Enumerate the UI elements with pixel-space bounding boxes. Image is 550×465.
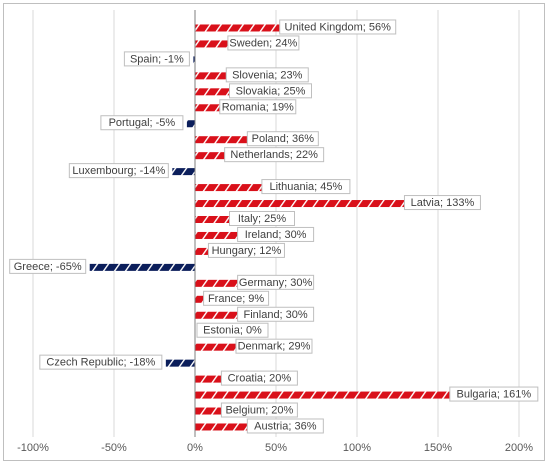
x-tick-label: 50% <box>265 442 287 454</box>
data-label-text: Estonia; 0% <box>203 325 262 337</box>
data-label-text: Sweden; 24% <box>229 37 297 49</box>
bar-luxembourg <box>172 168 195 176</box>
x-tick-label: 150% <box>424 442 452 454</box>
x-tick-label: 0% <box>187 442 203 454</box>
bars <box>89 24 456 431</box>
data-labels: United Kingdom; 56% Sweden; 24% Spain; -1%… <box>9 19 539 434</box>
data-label-text: Romania; 19% <box>222 101 294 113</box>
data-label-text: Bulgaria; 161% <box>457 389 532 401</box>
x-tick-label: 200% <box>505 442 533 454</box>
data-label: Bulgaria; 161% <box>449 386 539 402</box>
data-label-text: Czech Republic; -18% <box>46 357 155 369</box>
data-label-text: Finland; 30% <box>243 309 307 321</box>
data-label: Greece; -65% <box>9 258 87 274</box>
bar-belgium <box>195 407 228 415</box>
data-label-text: Lithuania; 45% <box>270 181 343 193</box>
bar-greece <box>89 263 195 271</box>
x-tick-label: -50% <box>101 442 127 454</box>
x-tick-label: 100% <box>343 442 371 454</box>
bar-lithuania <box>195 184 268 192</box>
data-label-text: Hungary; 12% <box>212 245 282 257</box>
data-label: Netherlands; 22% <box>224 147 325 163</box>
bar-denmark <box>195 343 242 351</box>
data-label-text: Italy; 25% <box>238 213 287 225</box>
data-label: Sweden; 24% <box>227 35 300 51</box>
data-label: Slovakia; 25% <box>229 83 312 99</box>
data-label: Latvia; 133% <box>403 195 481 211</box>
data-label: Denmark; 29% <box>235 338 313 354</box>
x-tick-label: -100% <box>17 442 49 454</box>
data-label-text: Austria; 36% <box>254 420 317 432</box>
data-label: Ireland; 30% <box>237 226 315 242</box>
bar-czech-republic <box>165 359 195 367</box>
bar-croatia <box>195 375 228 383</box>
bar-netherlands <box>195 152 231 160</box>
data-label: Austria; 36% <box>246 418 324 434</box>
data-label-text: Slovenia; 23% <box>232 69 303 81</box>
bar-poland <box>195 136 254 144</box>
data-label: Czech Republic; -18% <box>39 354 163 370</box>
data-label: Slovenia; 23% <box>225 67 309 83</box>
bar-finland <box>195 311 244 319</box>
x-axis-tick-labels: -100% -50% 0% 50% 100% 150% 200% <box>17 442 533 454</box>
bar-spain <box>193 56 195 64</box>
bar-united-kingdom <box>195 24 286 32</box>
data-label: France; 9% <box>203 290 270 306</box>
data-label-text: Luxembourg; -14% <box>72 165 165 177</box>
data-label: Estonia; 0% <box>196 322 269 338</box>
bar-bulgaria <box>195 391 456 399</box>
data-label-text: Netherlands; 22% <box>230 149 318 161</box>
data-label: Poland; 36% <box>246 131 319 147</box>
data-label-text: Ireland; 30% <box>245 229 307 241</box>
data-label: Spain; -1% <box>123 51 190 67</box>
data-label-text: Slovakia; 25% <box>236 85 306 97</box>
data-label-text: Greece; -65% <box>14 261 82 273</box>
data-label: Croatia; 20% <box>220 370 298 386</box>
chart-area: United Kingdom; 56% Sweden; 24% Spain; -1%… <box>3 3 545 461</box>
data-label: Germany; 30% <box>237 274 315 290</box>
data-label: Portugal; -5% <box>100 115 184 131</box>
data-label-text: Belgium; 20% <box>225 405 293 417</box>
bar-slovakia <box>195 88 236 96</box>
bar-austria <box>195 423 254 431</box>
bar-ireland <box>195 231 244 239</box>
bar-sweden <box>195 40 234 48</box>
data-label-text: Germany; 30% <box>239 277 313 289</box>
bar-hungary <box>195 247 215 255</box>
bar-portugal <box>186 120 195 128</box>
data-label-text: Denmark; 29% <box>238 341 311 353</box>
data-label: Lithuania; 45% <box>261 179 351 195</box>
data-label: Hungary; 12% <box>207 242 285 258</box>
bar-romania <box>195 104 226 112</box>
bar-slovenia <box>195 72 233 80</box>
data-label-text: Croatia; 20% <box>228 373 292 385</box>
data-label-text: France; 9% <box>208 293 264 305</box>
data-label: United Kingdom; 56% <box>279 19 397 35</box>
data-label-text: Spain; -1% <box>130 53 184 65</box>
bar-italy <box>195 216 236 223</box>
data-label-text: Poland; 36% <box>252 133 315 145</box>
data-label: Belgium; 20% <box>220 402 298 418</box>
bar-latvia <box>195 200 411 208</box>
data-label-text: United Kingdom; 56% <box>285 21 392 33</box>
data-label: Luxembourg; -14% <box>68 163 169 179</box>
data-label: Romania; 19% <box>219 99 297 115</box>
data-label: Italy; 25% <box>229 211 295 226</box>
bar-france <box>195 295 210 303</box>
data-label-text: Portugal; -5% <box>109 117 176 129</box>
bar-chart: United Kingdom; 56% Sweden; 24% Spain; -1%… <box>9 10 539 454</box>
bar-germany <box>195 279 244 287</box>
data-label-text: Latvia; 133% <box>411 197 475 209</box>
data-label: Finland; 30% <box>237 306 315 322</box>
